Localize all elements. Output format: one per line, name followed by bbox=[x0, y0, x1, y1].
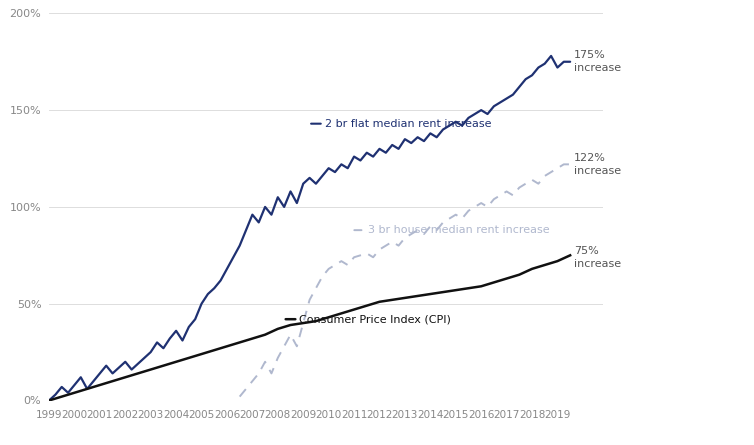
Text: 3 br house median rent increase: 3 br house median rent increase bbox=[368, 225, 550, 235]
Text: 122%
increase: 122% increase bbox=[574, 153, 621, 176]
Text: Consumer Price Index (CPI): Consumer Price Index (CPI) bbox=[299, 314, 452, 324]
Text: 175%
increase: 175% increase bbox=[574, 50, 621, 73]
Text: 2 br flat median rent increase: 2 br flat median rent increase bbox=[325, 119, 492, 129]
Text: 75%
increase: 75% increase bbox=[574, 246, 621, 269]
